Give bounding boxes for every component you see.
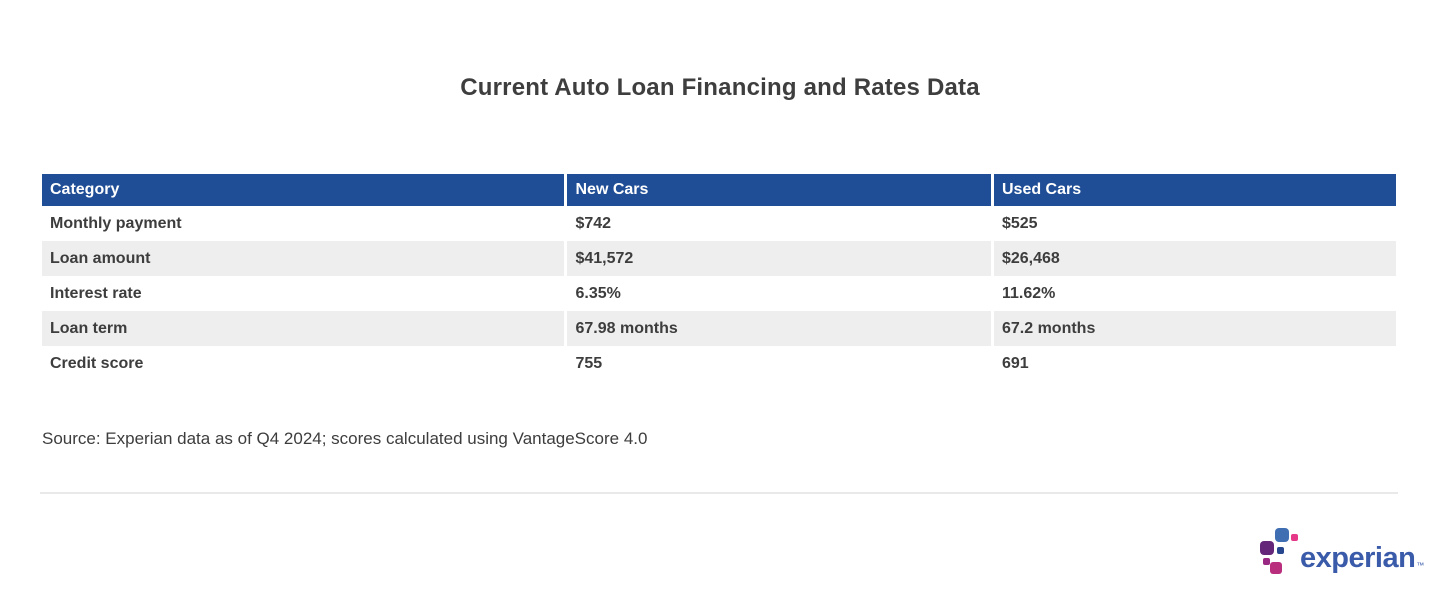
- logo-square-indigo: [1277, 547, 1284, 554]
- experian-wordmark: experian: [1300, 542, 1416, 574]
- used-cars-value: 691: [990, 346, 1396, 381]
- table-row: Monthly payment $742 $525: [42, 206, 1396, 241]
- table-row: Interest rate 6.35% 11.62%: [42, 276, 1396, 311]
- auto-loan-table-container: Category New Cars Used Cars Monthly paym…: [42, 174, 1396, 381]
- logo-square-crimson: [1270, 562, 1282, 574]
- new-cars-value: 6.35%: [564, 276, 993, 311]
- auto-loan-table: Category New Cars Used Cars Monthly paym…: [42, 174, 1396, 381]
- used-cars-value: $525: [990, 206, 1396, 241]
- table-row: Loan amount $41,572 $26,468: [42, 241, 1396, 276]
- used-cars-value: 11.62%: [990, 276, 1396, 311]
- column-header-category: Category: [42, 174, 566, 206]
- logo-square-purple: [1260, 541, 1274, 555]
- row-label: Credit score: [42, 346, 566, 381]
- used-cars-value: $26,468: [990, 241, 1396, 276]
- column-header-new-cars: New Cars: [564, 174, 993, 206]
- new-cars-value: $742: [564, 206, 993, 241]
- used-cars-value: 67.2 months: [990, 311, 1396, 346]
- page-title: Current Auto Loan Financing and Rates Da…: [460, 74, 980, 101]
- logo-square-blue: [1275, 528, 1289, 542]
- table-row: Loan term 67.98 months 67.2 months: [42, 311, 1396, 346]
- logo-square-magenta: [1263, 558, 1270, 565]
- logo-square-pink: [1291, 534, 1298, 541]
- row-label: Monthly payment: [42, 206, 566, 241]
- new-cars-value: 755: [564, 346, 993, 381]
- experian-logo-icon: [1258, 525, 1298, 575]
- row-label: Interest rate: [42, 276, 566, 311]
- table-header-row: Category New Cars Used Cars: [42, 174, 1396, 206]
- new-cars-value: 67.98 months: [564, 311, 993, 346]
- horizontal-divider: [40, 492, 1398, 494]
- row-label: Loan term: [42, 311, 566, 346]
- experian-logo: experian ™: [1258, 525, 1424, 575]
- trademark-symbol: ™: [1416, 561, 1425, 570]
- row-label: Loan amount: [42, 241, 566, 276]
- new-cars-value: $41,572: [564, 241, 993, 276]
- table-row: Credit score 755 691: [42, 346, 1396, 381]
- column-header-used-cars: Used Cars: [990, 174, 1396, 206]
- source-note: Source: Experian data as of Q4 2024; sco…: [42, 429, 648, 448]
